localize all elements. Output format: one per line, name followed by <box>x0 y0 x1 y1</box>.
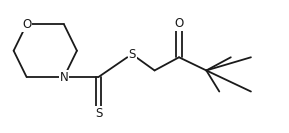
Text: S: S <box>129 48 136 61</box>
Text: N: N <box>60 70 68 84</box>
Text: S: S <box>95 107 102 120</box>
Text: O: O <box>22 18 31 31</box>
Text: O: O <box>174 17 184 30</box>
